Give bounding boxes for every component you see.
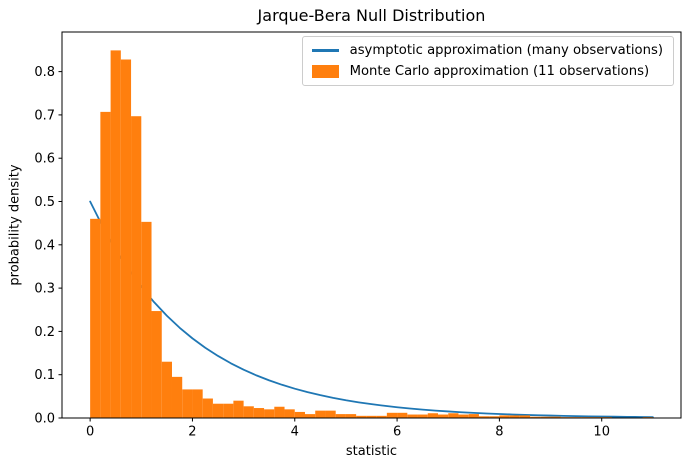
histogram-bar: [325, 410, 336, 418]
patch-sample-icon: [311, 65, 339, 79]
histogram-bar: [315, 410, 326, 418]
histogram-bar: [264, 409, 275, 418]
x-tick-label: 10: [593, 425, 610, 440]
axes-spines: [61, 31, 682, 419]
histogram-bar: [131, 116, 142, 419]
histogram-bar: [253, 408, 265, 418]
histogram-bar: [100, 111, 111, 418]
histogram-bar: [243, 406, 254, 418]
x-tick-label: 6: [393, 425, 401, 440]
y-tick-label: 0.5: [34, 195, 55, 210]
histogram-bar: [345, 414, 357, 418]
y-tick-label: 0.3: [34, 282, 55, 297]
histogram-bar: [478, 416, 490, 418]
y-tick-label: 0.0: [34, 412, 55, 427]
x-tick-label: 2: [188, 425, 196, 440]
histogram-bar: [212, 403, 224, 418]
chart-title: Jarque-Bera Null Distribution: [257, 6, 486, 25]
histogram-bar: [151, 311, 162, 418]
histogram-bar: [468, 414, 479, 418]
histogram-bar: [202, 398, 213, 418]
histogram-bar: [550, 416, 561, 418]
x-tick-label: 0: [86, 425, 94, 440]
histogram-bar: [448, 413, 459, 418]
legend-label-asymptotic: asymptotic approximation (many observati…: [349, 43, 663, 58]
line-sample-icon: [311, 49, 339, 52]
histogram-bar: [223, 403, 234, 418]
asymptotic-curve: [89, 200, 654, 419]
histogram-bar: [427, 413, 438, 418]
legend-item-monte-carlo: Monte Carlo approximation (11 observatio…: [311, 64, 663, 80]
histogram-bar: [110, 50, 121, 419]
y-axis: 0.0 0.1 0.2 0.3 0.4 0.5 0.6 0.7 0.8: [34, 65, 62, 427]
histogram-bar: [509, 415, 520, 418]
legend-item-asymptotic: asymptotic approximation (many observati…: [311, 43, 663, 58]
histogram-bar: [519, 415, 531, 418]
histogram-bar: [120, 59, 132, 419]
y-tick-label: 0.1: [34, 368, 55, 383]
histogram-bar: [489, 416, 500, 418]
y-tick-label: 0.6: [34, 152, 55, 167]
histogram-bar: [540, 416, 551, 418]
histogram-bar: [305, 414, 316, 418]
histogram-bar: [438, 414, 449, 418]
histogram-bar: [171, 376, 183, 418]
histogram-bar: [233, 400, 244, 418]
histogram-bars: [90, 50, 653, 419]
histogram-bar: [530, 416, 541, 418]
y-tick-label: 0.8: [34, 65, 55, 80]
histogram-bar: [499, 415, 510, 418]
histogram-bar: [458, 414, 469, 418]
histogram-bar: [192, 389, 203, 418]
histogram-bar: [182, 389, 193, 418]
histogram-bar: [417, 414, 428, 418]
histogram-bar: [90, 218, 101, 418]
legend: asymptotic approximation (many observati…: [301, 36, 674, 87]
histogram-bar: [284, 409, 295, 418]
x-axis-label: statistic: [345, 444, 398, 459]
x-tick-label: 8: [495, 425, 503, 440]
histogram-bar: [294, 411, 305, 418]
y-tick-label: 0.7: [34, 108, 55, 123]
histogram-bar: [141, 221, 152, 418]
histogram-bar: [376, 415, 387, 418]
y-tick-label: 0.4: [34, 238, 55, 253]
histogram-bar: [386, 412, 398, 418]
x-axis: 0 2 4 6 8 10: [86, 418, 610, 440]
histogram-bar: [366, 415, 377, 418]
legend-label-monte-carlo: Monte Carlo approximation (11 observatio…: [349, 64, 650, 80]
x-tick-label: 4: [291, 425, 299, 440]
histogram-bar: [161, 361, 172, 418]
histogram-bar: [335, 414, 346, 418]
histogram-bar: [356, 415, 367, 418]
histogram-bar: [407, 414, 418, 418]
y-tick-label: 0.2: [34, 325, 55, 340]
histogram-bar: [274, 406, 285, 418]
histogram-bar: [397, 412, 408, 418]
y-axis-label: probability density: [7, 164, 23, 286]
